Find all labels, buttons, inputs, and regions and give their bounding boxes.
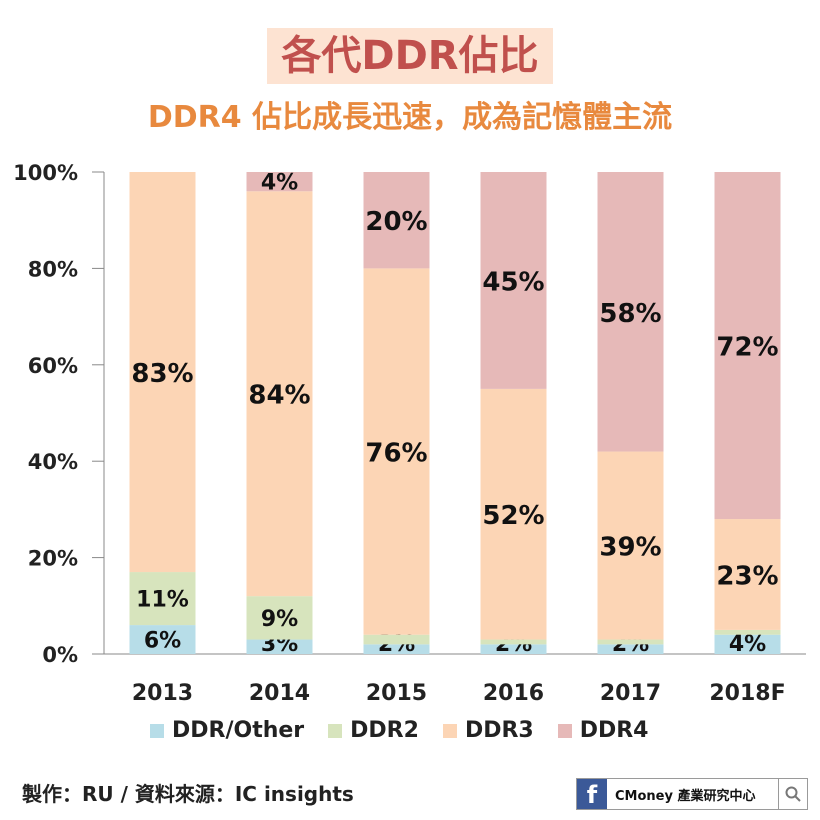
legend-label-ddr3: DDR3 [464,718,534,743]
data-label: 72% [716,333,778,363]
data-label: 83% [131,359,193,389]
legend-item-ddr2: DDR2 [328,718,419,743]
data-label: 58% [599,299,661,329]
legend-swatch-ddr3 [442,723,457,738]
legend-item-ddr4: DDR4 [557,718,649,743]
y-tick-label: 80% [28,257,78,281]
bar-ddr2-2017 [597,639,664,645]
data-label: 11% [136,588,189,613]
bar-ddr4-2014 [246,172,313,192]
legend: DDR/Other DDR2 DDR3 DDR4 [150,718,649,743]
bar-ddr2-2013 [129,572,196,626]
bar-ddr4-2018f [714,172,781,520]
data-label: 45% [482,267,544,297]
y-tick-label: 40% [28,450,78,474]
bar-ddr-other-2018f [714,634,781,654]
data-label: 52% [482,501,544,531]
bar-ddr4-2017 [597,172,664,452]
stacked-bar-chart: 0%20%40%60%80%100%6%11%83%20133%9%84%4%2… [13,161,806,706]
bar-ddr3-2015 [363,268,430,635]
bar-ddr4-2016 [480,172,547,389]
source-footer: 製作：RU / 資料來源：IC insights [22,782,354,806]
title-wrap: 各代DDR佔比 [0,28,820,84]
legend-swatch-ddr4 [557,723,572,738]
bar-ddr3-2017 [597,451,664,640]
data-label: 4% [729,632,766,657]
data-label: 76% [365,439,427,469]
legend-label-ddr2: DDR2 [350,718,419,743]
bar-ddr3-2016 [480,388,547,640]
bar-ddr3-2013 [129,172,196,573]
data-label: 23% [716,561,778,591]
data-label: 39% [599,533,661,563]
bar-ddr2-2014 [246,596,313,640]
legend-item-ddr3: DDR3 [442,718,534,743]
y-tick-label: 20% [28,547,78,571]
bar-ddr3-2014 [246,191,313,597]
bar-ddr2-2018f [714,629,781,635]
data-label: 20% [365,207,427,237]
data-label: 6% [144,629,181,654]
facebook-icon[interactable]: f [577,779,607,809]
legend-label-ddr4: DDR4 [579,718,649,743]
bar-ddr2-2015 [363,634,430,645]
x-tick-label: 2013 [132,681,193,706]
y-tick-label: 60% [28,354,78,378]
x-tick-label: 2017 [600,681,661,706]
y-tick-label: 0% [42,643,78,667]
x-tick-label: 2016 [483,681,544,706]
x-tick-label: 2018F [709,681,785,706]
bar-ddr-other-2016 [480,644,547,654]
x-tick-label: 2014 [249,681,310,706]
data-label: 4% [261,171,298,196]
bar-ddr-other-2017 [597,644,664,654]
legend-label-ddr-other: DDR/Other [172,718,305,743]
legend-item-ddr-other: DDR/Other [150,718,304,743]
chart-subtitle: DDR4 佔比成長迅速，成為記憶體主流 [147,100,673,135]
x-tick-label: 2015 [366,681,427,706]
search-icon[interactable] [778,779,807,809]
bar-ddr4-2015 [363,172,430,269]
data-label: 84% [248,381,310,411]
brand-name: CMoney 產業研究中心 [615,788,756,804]
brand-badge[interactable]: f CMoney 產業研究中心 [576,778,808,810]
legend-swatch-ddr2 [328,723,343,738]
bar-ddr-other-2013 [129,625,196,654]
bar-ddr2-2016 [480,639,547,645]
bar-ddr3-2018f [714,519,781,630]
y-tick-label: 100% [13,161,78,185]
chart-title: 各代DDR佔比 [267,28,553,84]
data-label: 9% [261,607,298,632]
bar-ddr-other-2014 [246,639,313,654]
legend-swatch-ddr-other [150,723,164,738]
bar-ddr-other-2015 [363,644,430,654]
